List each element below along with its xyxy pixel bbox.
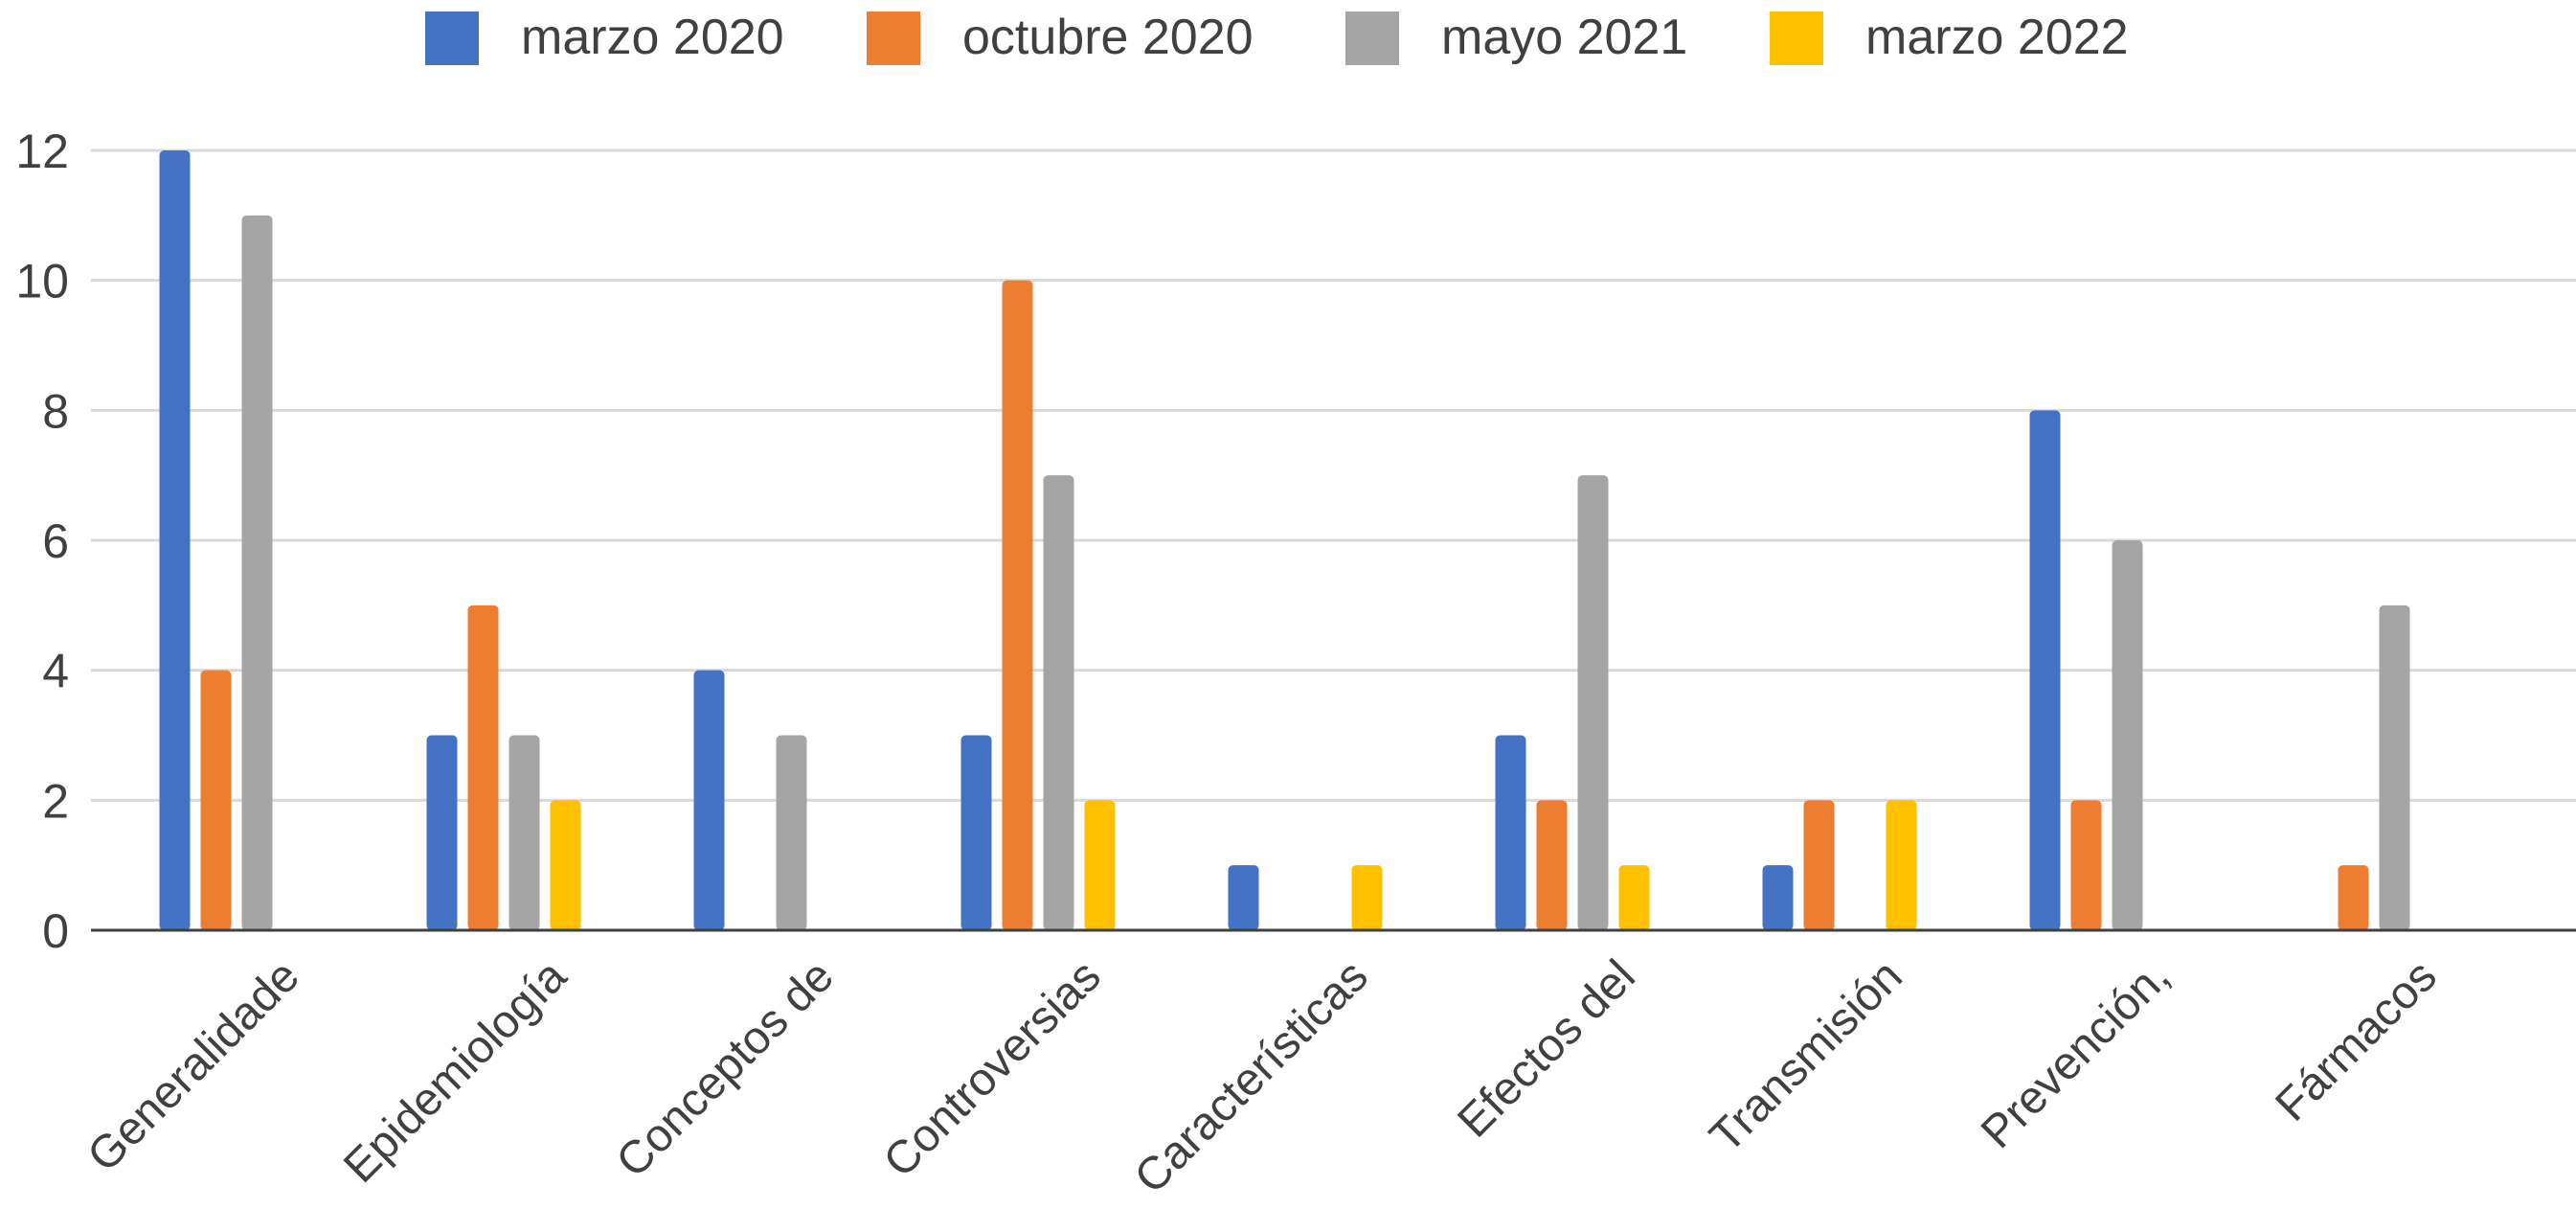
y-tick-label: 6 (42, 514, 69, 568)
bar (1084, 800, 1116, 930)
bar (1803, 800, 1835, 930)
bar (426, 735, 458, 930)
bar (2070, 800, 2102, 930)
bar (159, 150, 191, 930)
bar (693, 670, 725, 930)
bar (1577, 475, 1609, 930)
y-tick-label: 12 (15, 125, 69, 178)
bar (1351, 865, 1383, 930)
bar (1618, 865, 1650, 930)
legend-swatch-series-4 (1770, 11, 1823, 65)
y-tick-label: 2 (42, 774, 69, 828)
legend-label-series-1: marzo 2020 (521, 10, 784, 65)
bar (960, 735, 992, 930)
bar (2338, 865, 2369, 930)
bar (1762, 865, 1794, 930)
x-tick-label: Fármacos (2266, 950, 2446, 1130)
bar (200, 670, 232, 930)
y-tick-label: 10 (15, 255, 69, 308)
legend-swatch-series-2 (867, 11, 920, 65)
bar (2112, 540, 2143, 930)
y-tick-label: 4 (42, 645, 69, 698)
legend-swatch-series-3 (1345, 11, 1399, 65)
bar (1043, 475, 1074, 930)
bar (2379, 605, 2410, 930)
y-tick-label: 0 (42, 904, 69, 958)
bar (1886, 800, 1917, 930)
x-tick-label: Epidemiología (334, 950, 576, 1193)
chart-legend: marzo 2020 octubre 2020 mayo 2021 marzo … (0, 6, 2576, 67)
y-tick-label: 8 (42, 384, 69, 438)
legend-swatch-series-1 (425, 11, 479, 65)
bar (1536, 800, 1568, 930)
bar (2029, 410, 2061, 930)
legend-label-series-4: marzo 2022 (1865, 10, 2129, 65)
bar (467, 605, 499, 930)
x-tick-label: Características (1125, 950, 1378, 1203)
legend-label-series-3: mayo 2021 (1441, 10, 1688, 65)
bar (508, 735, 540, 930)
x-tick-label: Prevención, (1972, 950, 2180, 1158)
bar (1228, 865, 1259, 930)
bar (241, 215, 273, 931)
legend-label-series-2: octubre 2020 (962, 10, 1254, 65)
bar (1495, 735, 1526, 930)
x-tick-label: Controversias (874, 950, 1111, 1187)
x-tick-label: Efectos del (1448, 950, 1644, 1147)
bar (1002, 280, 1033, 931)
x-tick-label: Conceptos de (607, 950, 844, 1187)
bar (776, 735, 807, 930)
x-tick-label: Generalidade (79, 950, 309, 1181)
x-tick-label: Transmisión (1701, 950, 1912, 1162)
bar (550, 800, 581, 930)
